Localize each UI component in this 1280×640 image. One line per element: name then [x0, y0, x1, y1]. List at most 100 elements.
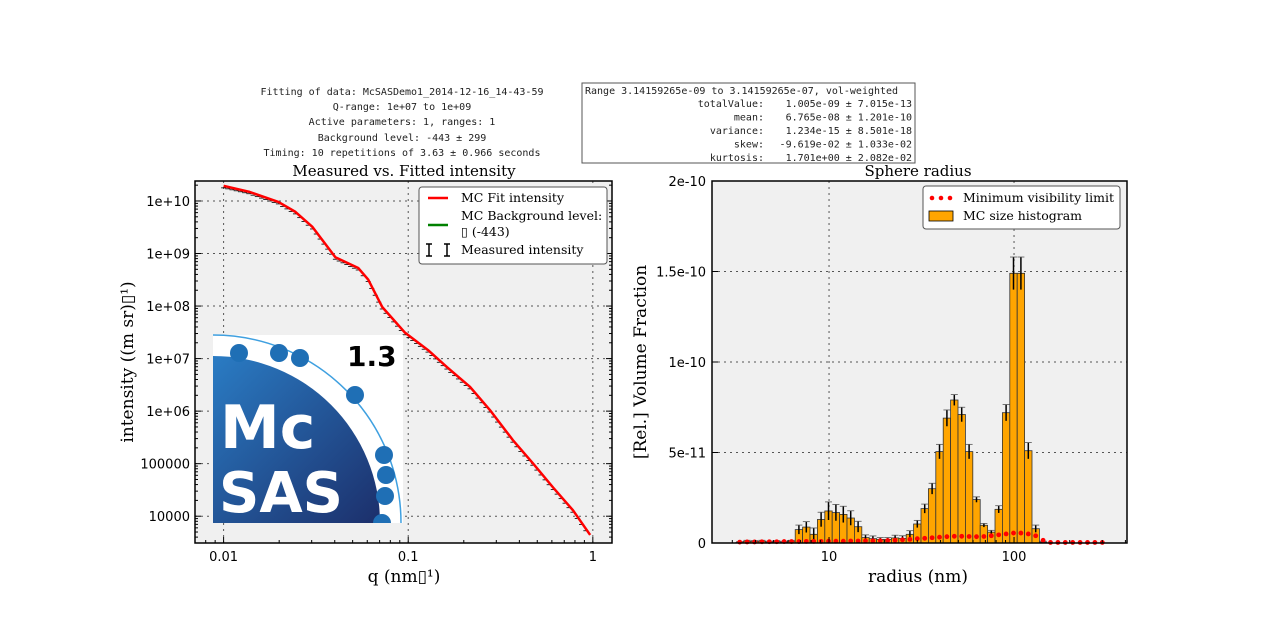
- stats-value: -9.619e-02 ± 1.033e-02: [780, 140, 912, 151]
- histogram-errorbar: [802, 521, 810, 533]
- fit-info: Fitting of data: McSASDemo1_2014-12-16_1…: [261, 87, 544, 159]
- histogram-bar: [950, 399, 959, 544]
- fit-intensity-line: [223, 184, 592, 536]
- x-tick-label: 1: [589, 550, 597, 565]
- intensity-plot: Mc SAS 1.3 0.01 0.1 1 1e+10 1e+09 1e+08 1e+07 1…: [118, 162, 613, 587]
- stats-label: kurtosis:: [710, 153, 764, 164]
- visibility-limit-point: [944, 534, 950, 540]
- histogram-errorbar: [847, 510, 855, 526]
- histogram-errorbar: [958, 406, 966, 422]
- visibility-limit-point: [870, 538, 876, 544]
- left-legend: MC Fit intensity MC Background level: ▯ …: [418, 186, 608, 265]
- histogram-errorbar: [980, 523, 988, 528]
- visibility-limit-point: [951, 533, 957, 539]
- histogram-errorbar: [1010, 256, 1018, 290]
- size-histogram-plot: 10 100 0 5e-11 1e-10 1.5e-10 2e-10 Sphere radi…: [631, 162, 1128, 587]
- visibility-limit-point: [988, 533, 994, 539]
- histogram-bar: [957, 414, 966, 544]
- fit-info-qrange: Q-range: 1e+07 to 1e+09: [333, 102, 471, 113]
- legend-measured-swatch: [426, 243, 450, 257]
- x-tick-label: 10: [821, 550, 838, 565]
- right-ylabel: [Rel.] Volume Fraction: [631, 265, 651, 459]
- histogram-errorbar: [1017, 256, 1025, 290]
- histogram-errorbar: [943, 409, 951, 427]
- y-tick-label: 10000: [149, 510, 190, 525]
- y-tick-label: 1e+08: [146, 300, 190, 315]
- stats-label: totalValue:: [698, 99, 764, 110]
- histogram-errorbar: [950, 394, 958, 406]
- visibility-limit-point: [877, 538, 883, 544]
- visibility-limit-point: [737, 539, 743, 545]
- legend-measured-label: Measured intensity: [461, 242, 584, 257]
- histogram-errorbar: [973, 496, 981, 503]
- histogram-errorbar: [906, 530, 914, 538]
- left-ylabel: intensity ((m sr)▯¹): [118, 281, 138, 442]
- histogram-errorbar: [1002, 404, 1010, 421]
- visibility-limit-point: [922, 535, 928, 541]
- fit-info-timing: Timing: 10 repetitions of 3.63 ± 0.966 s…: [264, 148, 541, 159]
- y-tick-label: 1e+09: [146, 248, 190, 263]
- legend-histogram-swatch: [928, 210, 954, 222]
- logo-version: 1.3: [347, 340, 397, 373]
- y-tick-label: 0: [698, 537, 706, 552]
- histogram-bar: [965, 451, 974, 544]
- histogram-errorbar: [913, 519, 921, 528]
- histogram-errorbar: [817, 511, 825, 527]
- visibility-limit-point: [885, 538, 891, 543]
- y-tick-label: 1e+07: [146, 353, 190, 368]
- visibility-limit-point: [900, 537, 905, 543]
- visibility-limit-point: [996, 532, 1002, 538]
- x-tick-label: 0.01: [209, 550, 238, 565]
- y-tick-label: 1e+06: [146, 405, 190, 420]
- mcsas-logo: Mc SAS 1.3: [212, 334, 403, 526]
- visibility-limit-point: [914, 536, 920, 542]
- visibility-limit-point: [981, 534, 987, 539]
- histogram-errorbar: [995, 505, 1003, 513]
- visibility-limit-point: [1011, 530, 1016, 536]
- legend-background-label: MC Background level:: [461, 208, 602, 223]
- histogram-errorbar: [810, 527, 818, 541]
- histogram-errorbar: [795, 524, 803, 535]
- visibility-limit-point: [929, 535, 935, 541]
- histogram-errorbar: [1024, 442, 1032, 459]
- legend-fit-label: MC Fit intensity: [461, 190, 565, 205]
- histogram-bar: [1002, 412, 1011, 544]
- histogram-errorbar: [832, 504, 840, 521]
- fit-info-data: Fitting of data: McSASDemo1_2014-12-16_1…: [261, 87, 544, 98]
- x-tick-label: 100: [1002, 550, 1027, 565]
- legend-background-value: ▯ (-443): [461, 224, 510, 239]
- left-title: Measured vs. Fitted intensity: [292, 162, 516, 180]
- y-tick-label: 1e-10: [668, 356, 706, 371]
- histogram-bar: [1009, 272, 1018, 544]
- histogram-bar: [1024, 450, 1033, 544]
- logo-quarter-disc: [213, 356, 380, 523]
- histogram-bar: [935, 451, 944, 544]
- visibility-limit-point: [974, 534, 979, 540]
- stats-label: mean:: [734, 113, 764, 124]
- histogram-errorbar: [854, 520, 862, 533]
- fit-info-parameters: Active parameters: 1, ranges: 1: [309, 117, 496, 128]
- visibility-limit-point: [937, 534, 942, 540]
- histogram-errorbar: [839, 505, 847, 523]
- visibility-limit-point: [892, 537, 898, 543]
- legend-visibility-swatch: [929, 195, 935, 201]
- histogram-errorbar: [987, 529, 995, 534]
- visibility-limit-point: [863, 538, 868, 544]
- stats-range: Range 3.14159265e-09 to 3.14159265e-07, …: [585, 86, 898, 97]
- visibility-limit-point: [848, 538, 854, 544]
- stats-box: Range 3.14159265e-09 to 3.14159265e-07, …: [581, 82, 916, 164]
- y-tick-label: 100000: [140, 458, 190, 473]
- stats-label: variance:: [710, 126, 764, 137]
- visibility-limit-point: [907, 536, 913, 542]
- y-tick-label: 2e-10: [668, 175, 706, 190]
- histogram-errorbar: [965, 443, 973, 459]
- y-tick-label: 1e+10: [146, 195, 190, 210]
- logo-mc: Mc: [220, 393, 315, 463]
- stats-value: 6.765e-08 ± 1.201e-10: [786, 113, 912, 124]
- stats-value: 1.005e-09 ± 7.015e-13: [786, 99, 912, 110]
- logo-sas: SAS: [219, 461, 343, 526]
- stats-label: skew:: [734, 140, 764, 151]
- histogram-errorbar: [825, 501, 833, 521]
- right-xlabel: radius (nm): [868, 567, 968, 587]
